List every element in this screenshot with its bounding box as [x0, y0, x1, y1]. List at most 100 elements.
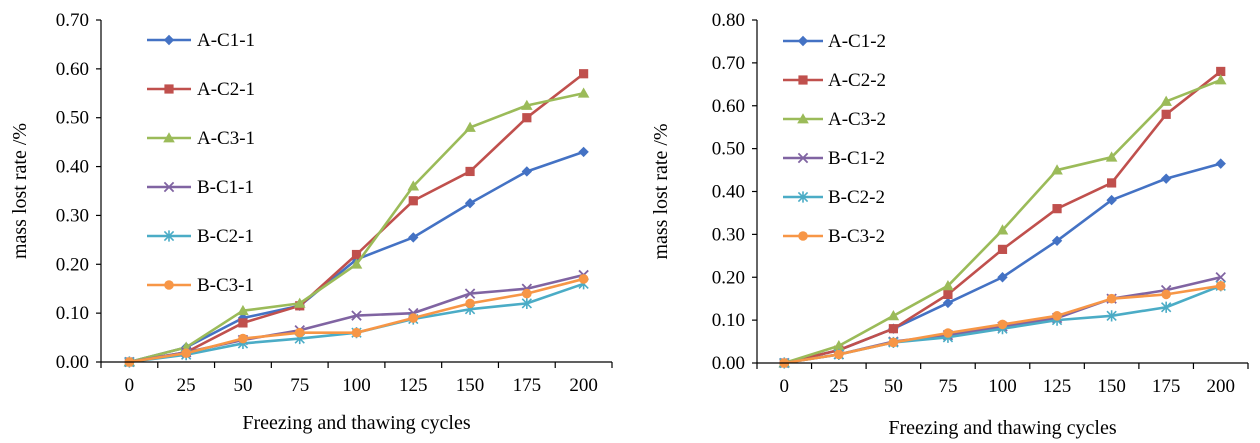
legend-label: B-C3-1 [197, 275, 254, 296]
data-point [1215, 272, 1226, 283]
x-tick-label: 100 [342, 375, 371, 396]
x-tick-label: 200 [1206, 376, 1235, 397]
legend-marker [797, 35, 809, 47]
legend-label: A-C2-1 [197, 79, 255, 100]
y-axis-title: mass lost rate /% [9, 123, 31, 259]
data-point [464, 121, 476, 132]
legend-marker [797, 152, 809, 164]
x-tick-label: 75 [290, 375, 309, 396]
legend: A-C1-2 A-C2-2 A-C3-2 B-C1-2 B-C2-2 B-C3-2 [783, 31, 886, 247]
y-tick-label: 0.30 [712, 224, 745, 245]
data-point [521, 99, 533, 110]
data-point [1215, 158, 1226, 169]
x-axis-title: Freezing and thawing cycles [242, 412, 470, 434]
legend-entry: B-C3-1 [147, 275, 254, 296]
data-point [408, 196, 418, 206]
data-point [407, 180, 420, 191]
axes [100, 20, 612, 363]
x-tick-label: 150 [456, 375, 485, 396]
data-point [888, 324, 898, 334]
legend-entry: A-C2-2 [783, 70, 886, 91]
data-point [522, 288, 532, 299]
legend-marker [797, 191, 809, 203]
legend-entry: B-C2-2 [783, 187, 885, 208]
data-point [1051, 235, 1063, 247]
y-tick-label: 0.40 [56, 157, 89, 178]
data-point [238, 318, 248, 328]
legend-entry: A-C2-1 [147, 79, 255, 100]
data-point [834, 349, 844, 360]
legend-entry: A-C1-2 [783, 31, 886, 52]
chart-left: 0.00 0.10 0.20 0.30 0.40 0.50 0.60 0.70 0 25 50 75 1… [9, 10, 613, 434]
legend-marker [798, 75, 808, 85]
data-point [1105, 151, 1118, 162]
legend-marker [164, 84, 174, 94]
data-point [351, 327, 362, 338]
legend-marker [163, 34, 175, 46]
legend-entry: B-C1-1 [147, 177, 254, 198]
legend-label: A-C1-2 [828, 31, 886, 52]
y-tick-label: 0.60 [712, 96, 745, 117]
chart-right: 0.00 0.10 0.20 0.30 0.40 0.50 0.60 0.70 0.80 0 25 5… [650, 10, 1249, 439]
y-tick-label: 0.70 [712, 53, 745, 74]
y-tick-label: 0.80 [712, 10, 745, 31]
legend-label: A-C1-1 [197, 30, 255, 51]
legend-label: A-C2-2 [828, 70, 886, 91]
data-point [465, 166, 475, 177]
x-tick-label: 25 [829, 376, 848, 397]
data-point [1160, 95, 1172, 106]
y-tick-label: 0.20 [56, 254, 89, 275]
y-tick-label: 0.10 [712, 310, 745, 331]
data-point [578, 274, 589, 284]
data-point [1106, 310, 1117, 322]
x-tick-label: 0 [125, 375, 135, 396]
data-point [1161, 301, 1172, 313]
data-point [1215, 281, 1226, 291]
x-tick-label: 175 [1152, 376, 1181, 397]
y-tick-label: 0.50 [712, 139, 745, 160]
y-tick-label: 0.50 [56, 108, 89, 129]
data-point [577, 87, 590, 98]
legend-marker [163, 230, 175, 242]
data-point [408, 232, 419, 243]
data-point [237, 304, 249, 316]
data-point [1161, 109, 1171, 119]
data-point [465, 298, 475, 309]
data-point [1051, 164, 1063, 175]
legend-marker [163, 132, 175, 143]
data-point [578, 146, 589, 158]
data-point [351, 310, 362, 321]
series-A-C2-1 [124, 69, 589, 367]
data-point [238, 333, 248, 344]
plot-lines [123, 69, 590, 368]
data-point [408, 313, 419, 323]
data-point [942, 280, 954, 291]
legend: A-C1-1 A-C2-1 A-C3-1 B-C1-1 B-C2-1 B-C3-1 [147, 30, 255, 296]
legend-entry: A-C1-1 [147, 30, 255, 51]
series-line [129, 72, 585, 364]
legend-label: B-C3-2 [828, 226, 885, 247]
data-point [1106, 293, 1117, 304]
data-point [464, 198, 476, 209]
plot-lines [778, 66, 1227, 369]
y-tick-label: 0.30 [56, 205, 89, 226]
y-tick-label: 0.00 [56, 352, 89, 373]
data-point [942, 297, 954, 309]
data-point [1160, 173, 1172, 184]
x-tick-label: 125 [1043, 376, 1072, 397]
series-B-C2-1 [124, 278, 589, 368]
ticks: 0.00 0.10 0.20 0.30 0.40 0.50 0.60 0.70 0.80 0 25 5… [712, 10, 1249, 397]
y-tick-label: 0.60 [56, 59, 89, 80]
data-point [521, 297, 532, 309]
legend-entry: B-C3-2 [783, 226, 885, 247]
data-point [943, 328, 953, 338]
series-A-C3-1 [123, 87, 590, 367]
data-point [997, 272, 1008, 283]
data-point [522, 113, 532, 123]
legend-marker [798, 231, 808, 241]
data-point [997, 244, 1008, 254]
legend-label: A-C3-1 [197, 128, 255, 149]
legend-marker [164, 280, 174, 290]
data-point [1052, 311, 1062, 321]
